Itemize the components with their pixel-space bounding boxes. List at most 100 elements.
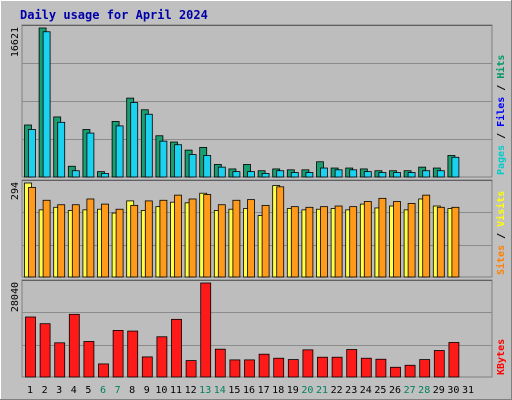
bar-sites [144, 200, 153, 278]
bar-sites [232, 199, 241, 278]
side-legend: Pages / Files / Hits [495, 55, 507, 175]
x-tick-label: 7 [115, 385, 121, 396]
bar-files [203, 155, 212, 178]
x-tick-label: 24 [360, 385, 372, 396]
x-tick-label: 16 [243, 385, 255, 396]
panel-hits-files-pages: 16621 Pages / Files / Hits [10, 24, 507, 178]
bar-sites [188, 198, 197, 278]
y-max-label: 294 [10, 182, 21, 200]
legend-separator: / [496, 79, 507, 97]
bar-kbytes [302, 349, 314, 378]
bar-kbytes [433, 350, 445, 378]
bar-files [349, 169, 358, 178]
bar-kbytes [171, 318, 182, 378]
bar-sites [174, 194, 182, 278]
bar-kbytes [141, 356, 153, 378]
bar-files [451, 156, 460, 178]
chart-title: Daily usage for April 2024 [20, 8, 208, 22]
x-tick-label: 12 [185, 385, 197, 396]
bar-files [232, 171, 241, 178]
bar-kbytes [273, 357, 285, 378]
bar-sites [378, 197, 387, 278]
x-tick-label: 8 [129, 385, 135, 396]
bar-kbytes [419, 359, 431, 378]
bar-kbytes [185, 360, 197, 378]
bar-sites [349, 206, 358, 278]
x-tick-label: 14 [214, 385, 226, 396]
legend-visits: Visits [495, 191, 507, 227]
panel-kbytes: 28040 KBytes [10, 279, 507, 378]
x-tick-label: 28 [418, 385, 430, 396]
bar-sites [247, 199, 255, 278]
bar-kbytes [112, 330, 124, 378]
bar-kbytes [258, 353, 270, 378]
x-tick-label: 20 [301, 385, 313, 396]
bar-hits [243, 164, 251, 178]
bar-sites [276, 186, 285, 278]
x-tick-label: 26 [389, 385, 401, 396]
legend-kbytes: KBytes [496, 339, 507, 375]
bar-kbytes [54, 342, 66, 378]
bar-files [276, 170, 285, 178]
legend-pages: Pages [496, 145, 507, 175]
bar-sites [57, 204, 66, 278]
bar-files [115, 125, 124, 178]
bar-sites [393, 201, 401, 278]
bar-files [217, 166, 226, 178]
x-tick-label: 9 [144, 385, 150, 396]
legend-separator: / [496, 227, 507, 245]
x-tick-label: 17 [258, 385, 270, 396]
chart-panels: 16621 Pages / Files / Hits 294 Sites / Visi… [10, 24, 507, 378]
bar-kbytes [448, 342, 460, 378]
bar-files [393, 172, 401, 178]
bar-kbytes [127, 330, 139, 378]
bar-kbytes [331, 356, 343, 378]
x-tick-label: 23 [345, 385, 357, 396]
bar-sites [407, 203, 416, 278]
bar-files [320, 167, 328, 178]
plot-area [21, 279, 493, 378]
bar-sites [261, 204, 270, 278]
bar-kbytes [244, 359, 255, 378]
legend-hits: Hits [495, 55, 507, 79]
bar-kbytes [39, 323, 51, 378]
bar-kbytes [214, 348, 226, 378]
bar-files [144, 113, 153, 178]
bar-files [363, 171, 372, 178]
bar-files [290, 172, 299, 178]
bar-sites [320, 206, 328, 278]
bar-files [407, 172, 416, 178]
bar-sites [130, 204, 139, 278]
bar-kbytes [404, 364, 416, 378]
legend-sites: Sites [495, 245, 507, 275]
bar-sites [436, 206, 445, 278]
x-tick-label: 4 [71, 385, 77, 396]
x-tick-label: 5 [85, 385, 91, 396]
bar-sites [290, 206, 299, 278]
legend-separator: / [496, 127, 507, 145]
bar-files [422, 170, 431, 178]
x-tick-label: 21 [316, 385, 328, 396]
bar-files [57, 121, 66, 178]
bar-sites [217, 204, 226, 278]
bar-sites [159, 199, 168, 278]
x-axis-labels: 1 2 3 4 5 6 7 8 9 10 11 12 13 14 15 16 17 18 19 20 21 22 23 24 2… [27, 385, 474, 396]
bar-sites [71, 204, 80, 278]
bar-kbytes [346, 349, 358, 378]
bar-sites [451, 206, 460, 278]
bar-files [42, 31, 51, 178]
x-tick-label: 1 [27, 385, 33, 396]
x-tick-label: 6 [100, 385, 106, 396]
bar-kbytes [25, 316, 36, 378]
x-tick-label: 13 [199, 385, 211, 396]
x-tick-label: 29 [433, 385, 445, 396]
bar-sites [115, 208, 124, 278]
bar-sites [28, 187, 36, 278]
bar-kbytes [287, 359, 299, 378]
bar-kbytes [375, 358, 387, 378]
bar-kbytes [200, 282, 212, 378]
bar-files [71, 170, 80, 178]
bar-kbytes [68, 313, 80, 378]
x-tick-label: 10 [155, 385, 167, 396]
